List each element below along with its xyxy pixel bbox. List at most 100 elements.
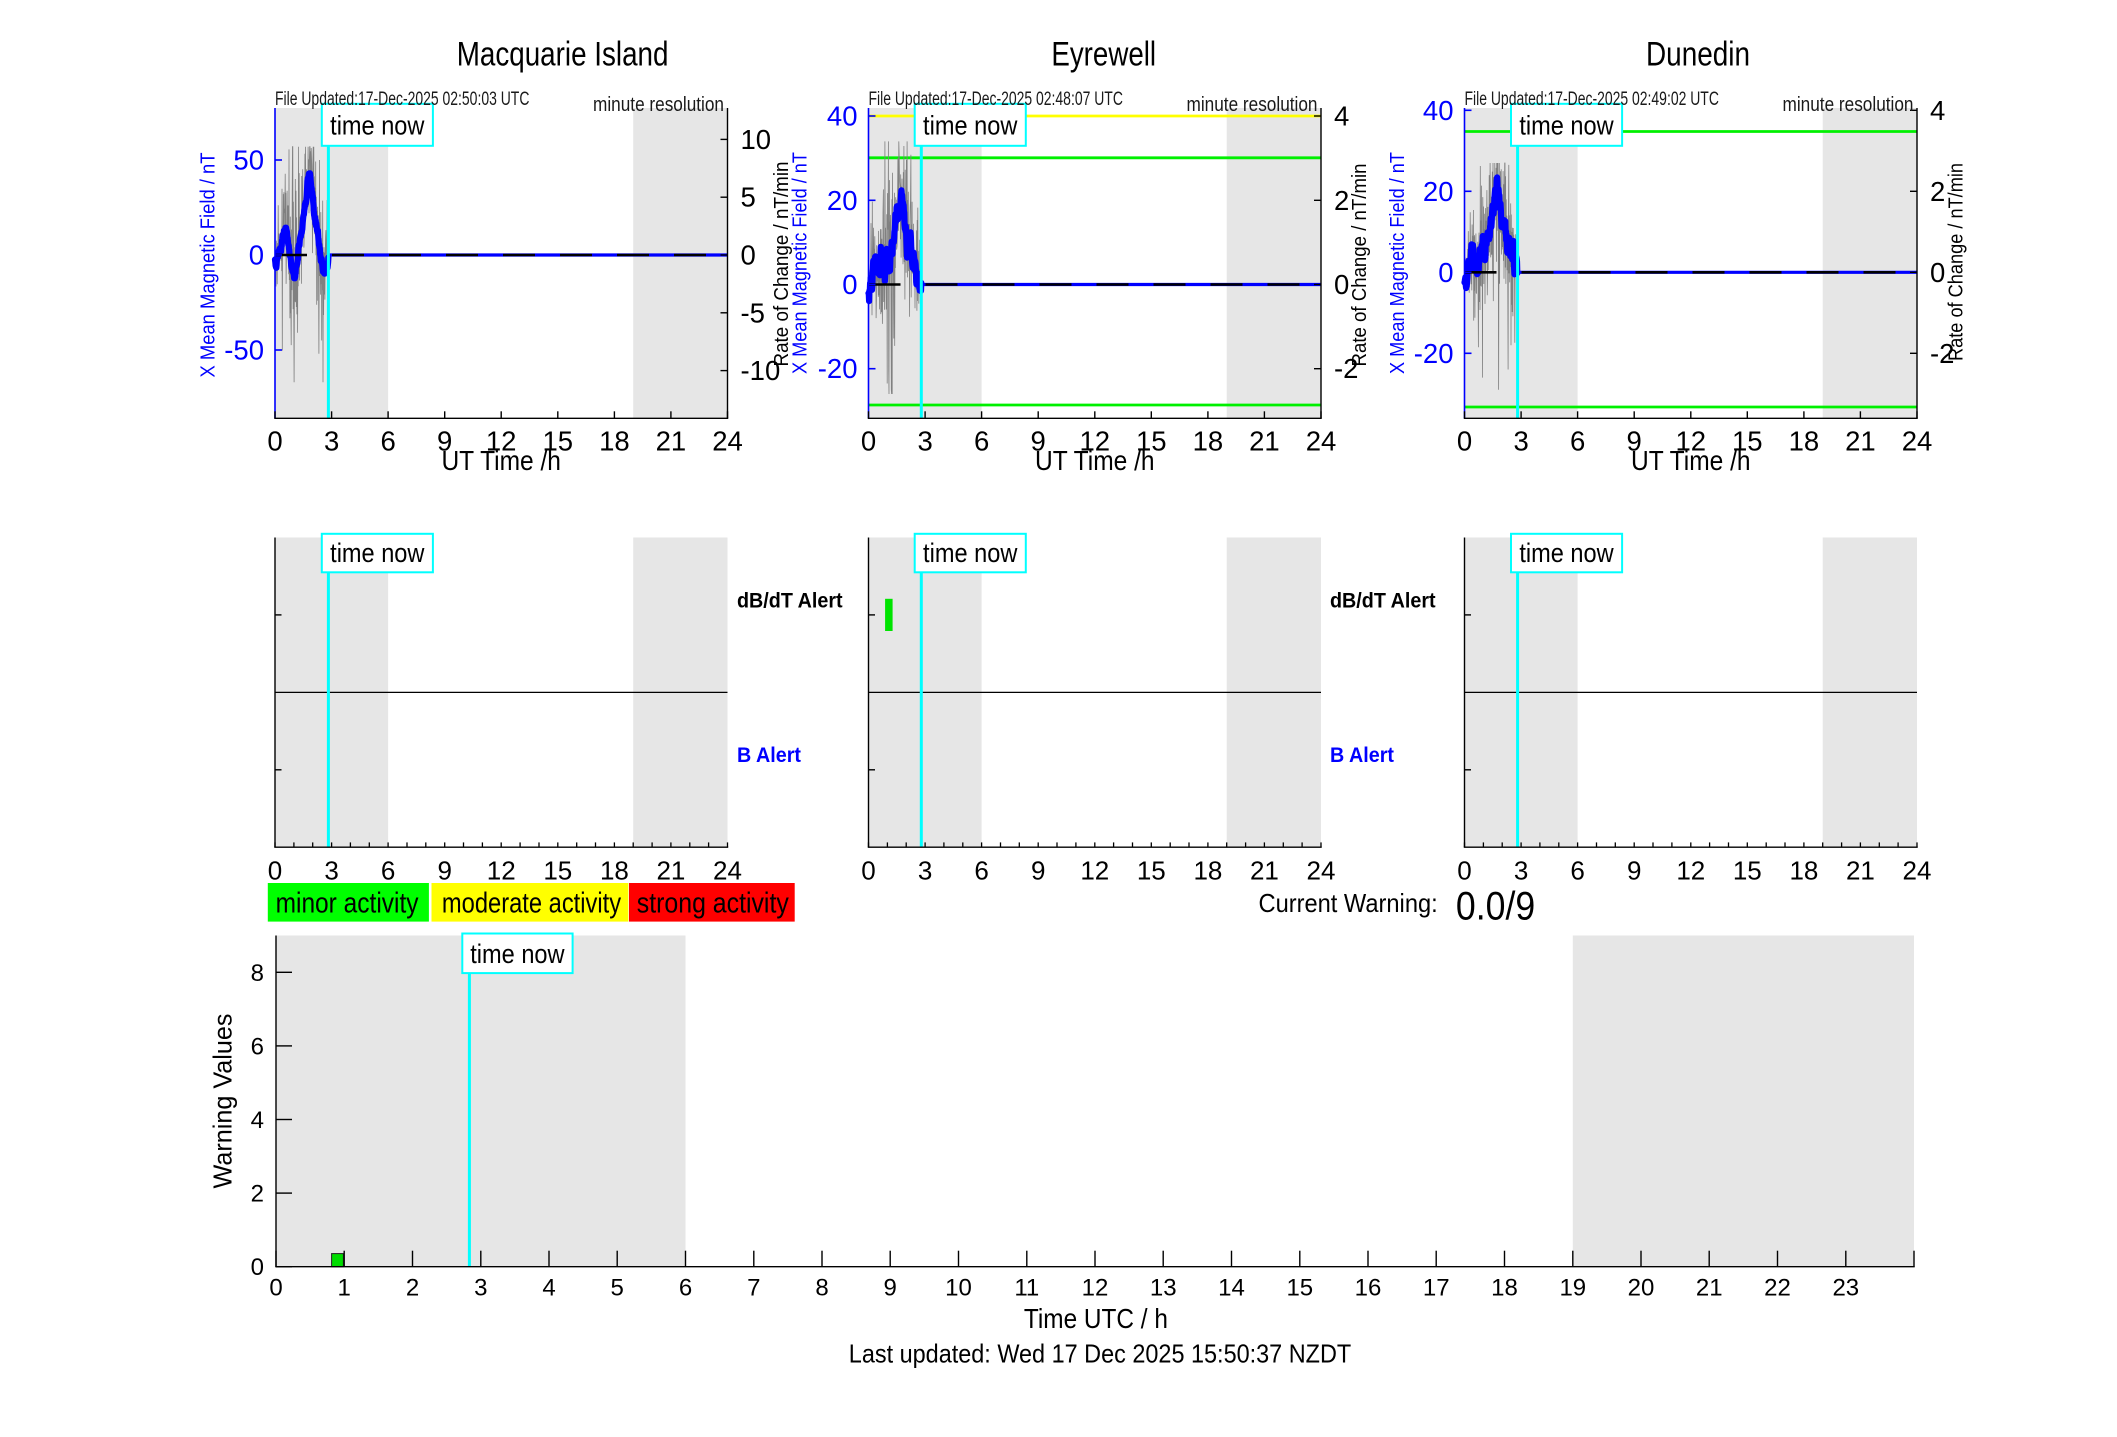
svg-text:8: 8 [815,1275,828,1302]
svg-text:3: 3 [918,856,932,886]
svg-text:3: 3 [917,426,932,457]
svg-text:18: 18 [599,426,630,457]
svg-text:4: 4 [542,1275,555,1302]
svg-text:20: 20 [1628,1275,1655,1302]
svg-text:9: 9 [1031,856,1045,886]
svg-text:21: 21 [656,426,687,457]
svg-text:24: 24 [1903,856,1932,886]
svg-text:X Mean Magnetic Field / nT: X Mean Magnetic Field / nT [790,152,812,374]
svg-text:15: 15 [543,856,572,886]
svg-text:Rate of Change / nT/min: Rate of Change / nT/min [771,162,793,367]
svg-text:6: 6 [974,856,988,886]
svg-text:0: 0 [1457,856,1471,886]
svg-text:12: 12 [1080,426,1111,457]
svg-text:Rate of Change / nT/min: Rate of Change / nT/min [1946,163,1968,361]
svg-text:0: 0 [1334,269,1349,300]
svg-text:12: 12 [1080,856,1109,886]
svg-text:3: 3 [324,426,339,457]
svg-text:File Updated:17-Dec-2025 02:48: File Updated:17-Dec-2025 02:48:07 UTC [869,89,1123,110]
svg-text:-20: -20 [1414,338,1454,369]
svg-text:21: 21 [656,856,685,886]
svg-text:3: 3 [1514,856,1528,886]
svg-text:Warning Values: Warning Values [208,1014,238,1189]
svg-text:0: 0 [861,426,876,457]
svg-text:24: 24 [713,856,742,886]
svg-text:19: 19 [1559,1275,1586,1302]
svg-text:strong activity: strong activity [637,888,789,920]
svg-text:15: 15 [1137,856,1166,886]
svg-text:time now: time now [1519,538,1614,568]
svg-text:20: 20 [827,185,858,216]
svg-text:-10: -10 [741,355,781,386]
svg-text:3: 3 [324,856,338,886]
svg-text:12: 12 [1082,1275,1109,1302]
svg-text:24: 24 [1306,426,1337,457]
svg-text:12: 12 [486,426,517,457]
svg-text:16: 16 [1355,1275,1382,1302]
svg-text:0: 0 [269,1275,282,1302]
svg-text:minute resolution: minute resolution [1187,94,1318,116]
svg-text:40: 40 [1423,95,1454,126]
svg-text:6: 6 [1570,856,1584,886]
svg-text:6: 6 [251,1033,264,1060]
svg-text:Rate of Change / nT/min: Rate of Change / nT/min [1349,164,1371,367]
svg-text:time now: time now [923,111,1018,141]
svg-text:23: 23 [1832,1275,1859,1302]
svg-text:18: 18 [1193,426,1224,457]
svg-text:X Mean Magnetic Field / nT: X Mean Magnetic Field / nT [1387,152,1409,374]
svg-text:minute resolution: minute resolution [593,94,724,116]
svg-text:0: 0 [251,1254,264,1281]
svg-text:UT Time /h: UT Time /h [441,445,561,476]
svg-text:24: 24 [1307,856,1336,886]
svg-text:moderate activity: moderate activity [442,888,622,920]
svg-text:21: 21 [1249,426,1280,457]
svg-text:6: 6 [381,856,395,886]
svg-text:0.0/9: 0.0/9 [1456,885,1535,929]
svg-text:15: 15 [1732,426,1763,457]
svg-text:Macquarie Island: Macquarie Island [457,36,669,74]
svg-text:5: 5 [611,1275,624,1302]
svg-text:10: 10 [945,1275,972,1302]
svg-text:50: 50 [233,145,264,176]
svg-text:6: 6 [974,426,989,457]
svg-text:24: 24 [712,426,743,457]
svg-text:-5: -5 [741,297,765,328]
svg-text:4: 4 [1930,95,1945,126]
svg-text:time now: time now [923,538,1018,568]
svg-text:9: 9 [1627,856,1641,886]
svg-text:Eyrewell: Eyrewell [1051,36,1156,74]
svg-text:9: 9 [884,1275,897,1302]
svg-text:6: 6 [1570,426,1585,457]
svg-text:minute resolution: minute resolution [1783,94,1914,116]
svg-text:File Updated:17-Dec-2025 02:49: File Updated:17-Dec-2025 02:49:02 UTC [1465,89,1719,110]
svg-text:21: 21 [1250,856,1279,886]
svg-text:21: 21 [1845,426,1876,457]
svg-text:0: 0 [741,240,756,271]
svg-text:10: 10 [741,124,772,155]
svg-text:-20: -20 [818,353,858,384]
svg-text:0: 0 [267,426,282,457]
svg-text:6: 6 [380,426,395,457]
svg-text:2: 2 [1334,185,1349,216]
svg-text:15: 15 [1733,856,1762,886]
svg-text:time now: time now [470,939,565,969]
svg-text:2: 2 [1930,176,1945,207]
svg-text:B Alert: B Alert [1330,744,1394,767]
svg-text:18: 18 [1491,1275,1518,1302]
svg-text:0: 0 [861,856,875,886]
svg-text:0: 0 [1457,426,1472,457]
svg-text:9: 9 [1627,426,1642,457]
svg-text:40: 40 [827,101,858,132]
svg-text:14: 14 [1218,1275,1245,1302]
svg-text:15: 15 [1286,1275,1313,1302]
svg-text:time now: time now [330,111,425,141]
svg-text:0: 0 [249,240,264,271]
svg-text:13: 13 [1150,1275,1177,1302]
svg-text:3: 3 [474,1275,487,1302]
svg-text:12: 12 [1676,856,1705,886]
svg-text:0: 0 [1930,257,1945,288]
svg-text:8: 8 [251,960,264,987]
svg-text:22: 22 [1764,1275,1791,1302]
svg-text:-2: -2 [1930,338,1954,369]
svg-text:2: 2 [251,1181,264,1208]
